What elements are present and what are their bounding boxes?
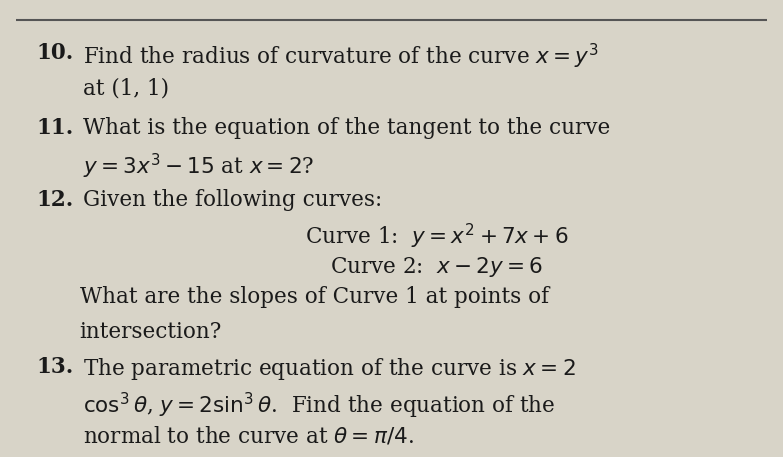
Text: 13.: 13. xyxy=(37,356,74,378)
Text: 10.: 10. xyxy=(37,42,74,64)
Text: intersection?: intersection? xyxy=(80,321,222,343)
Text: 11.: 11. xyxy=(37,117,74,138)
Text: normal to the curve at $\theta = \pi/4$.: normal to the curve at $\theta = \pi/4$. xyxy=(83,426,414,448)
Text: $y = 3x^3 - 15$ at $x = 2$?: $y = 3x^3 - 15$ at $x = 2$? xyxy=(83,152,315,181)
Text: Given the following curves:: Given the following curves: xyxy=(83,189,383,211)
Text: What are the slopes of Curve 1 at points of: What are the slopes of Curve 1 at points… xyxy=(80,286,549,308)
Text: at (1, 1): at (1, 1) xyxy=(83,77,169,99)
Text: 12.: 12. xyxy=(37,189,74,211)
Text: What is the equation of the tangent to the curve: What is the equation of the tangent to t… xyxy=(83,117,611,138)
Text: Curve 1:  $y = x^2 + 7x + 6$: Curve 1: $y = x^2 + 7x + 6$ xyxy=(305,222,568,251)
Text: Find the radius of curvature of the curve $x = y^3$: Find the radius of curvature of the curv… xyxy=(83,42,599,71)
Text: $\cos^3 \theta$, $y = 2 \sin^3 \theta$.  Find the equation of the: $\cos^3 \theta$, $y = 2 \sin^3 \theta$. … xyxy=(83,391,556,421)
Text: Curve 2:  $x - 2y = 6$: Curve 2: $x - 2y = 6$ xyxy=(330,255,543,279)
Text: The parametric equation of the curve is $x = 2$: The parametric equation of the curve is … xyxy=(83,356,576,382)
